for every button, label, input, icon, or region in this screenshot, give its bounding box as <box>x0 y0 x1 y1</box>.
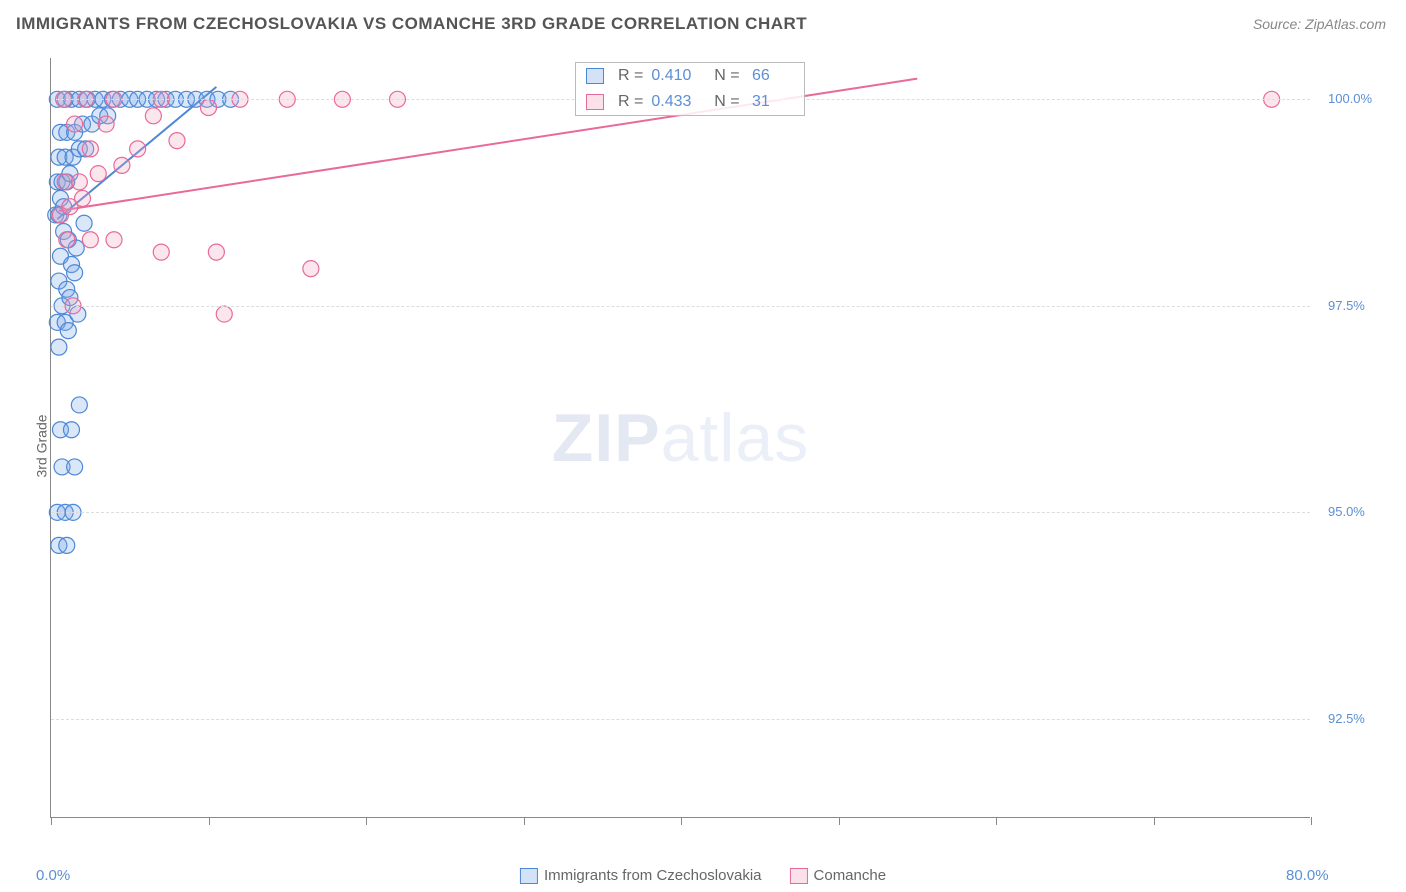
legend-item: Immigrants from Czechoslovakia <box>520 867 762 884</box>
stats-row: R = 0.433 N = 31 <box>576 89 804 115</box>
x-tick <box>51 817 52 825</box>
x-tick <box>1311 817 1312 825</box>
y-axis-title: 3rd Grade <box>34 414 50 477</box>
stats-row: R = 0.410 N = 66 <box>576 63 804 89</box>
x-tick <box>524 817 525 825</box>
gridline-h <box>51 719 1310 720</box>
x-axis-label-max: 80.0% <box>1286 867 1329 884</box>
data-point <box>67 116 83 132</box>
legend-label: Comanche <box>814 867 887 884</box>
legend-label: Immigrants from Czechoslovakia <box>544 867 762 884</box>
data-point <box>82 141 98 157</box>
stats-n-label: N = <box>705 67 739 85</box>
stats-n-value: 66 <box>748 67 794 85</box>
data-point <box>82 232 98 248</box>
data-point <box>71 397 87 413</box>
source-label: Source: ZipAtlas.com <box>1253 16 1386 32</box>
data-point <box>67 265 83 281</box>
chart-container: IMMIGRANTS FROM CZECHOSLOVAKIA VS COMANC… <box>0 0 1406 892</box>
y-tick-label: 100.0% <box>1328 91 1372 106</box>
stats-r-value: 0.410 <box>651 67 697 85</box>
data-point <box>153 244 169 260</box>
stats-n-label: N = <box>705 93 739 111</box>
legend-item: Comanche <box>790 867 887 884</box>
legend-bottom: Immigrants from Czechoslovakia Comanche <box>520 867 886 884</box>
legend-swatch-icon <box>586 94 604 110</box>
gridline-h <box>51 306 1310 307</box>
stats-r-label: R = <box>618 93 643 111</box>
data-point <box>145 108 161 124</box>
data-point <box>63 422 79 438</box>
data-point <box>130 141 146 157</box>
data-point <box>216 306 232 322</box>
data-point <box>59 232 75 248</box>
data-point <box>201 100 217 116</box>
data-point <box>90 166 106 182</box>
data-point <box>208 244 224 260</box>
x-tick <box>996 817 997 825</box>
gridline-h <box>51 512 1310 513</box>
legend-swatch-icon <box>520 868 538 884</box>
data-point <box>98 116 114 132</box>
x-axis-label-min: 0.0% <box>36 867 70 884</box>
x-tick <box>209 817 210 825</box>
stats-r-value: 0.433 <box>651 93 697 111</box>
data-point <box>59 537 75 553</box>
legend-swatch-icon <box>790 868 808 884</box>
stats-legend-box: R = 0.410 N = 66R = 0.433 N = 31 <box>575 62 805 116</box>
x-tick <box>366 817 367 825</box>
data-point <box>71 174 87 190</box>
data-point <box>106 232 122 248</box>
data-point <box>67 459 83 475</box>
y-tick-label: 95.0% <box>1328 504 1365 519</box>
x-tick <box>1154 817 1155 825</box>
chart-title: IMMIGRANTS FROM CZECHOSLOVAKIA VS COMANC… <box>16 14 807 34</box>
data-point <box>51 339 67 355</box>
data-point <box>76 215 92 231</box>
y-tick-label: 97.5% <box>1328 298 1365 313</box>
plot-svg <box>51 58 1310 817</box>
plot-area: ZIPatlas <box>50 58 1310 818</box>
data-point <box>114 157 130 173</box>
data-point <box>303 261 319 277</box>
x-tick <box>839 817 840 825</box>
data-point <box>75 190 91 206</box>
legend-swatch-icon <box>586 68 604 84</box>
stats-r-label: R = <box>618 67 643 85</box>
stats-n-value: 31 <box>748 93 794 111</box>
data-point <box>60 323 76 339</box>
data-point <box>169 133 185 149</box>
y-tick-label: 92.5% <box>1328 711 1365 726</box>
x-tick <box>681 817 682 825</box>
